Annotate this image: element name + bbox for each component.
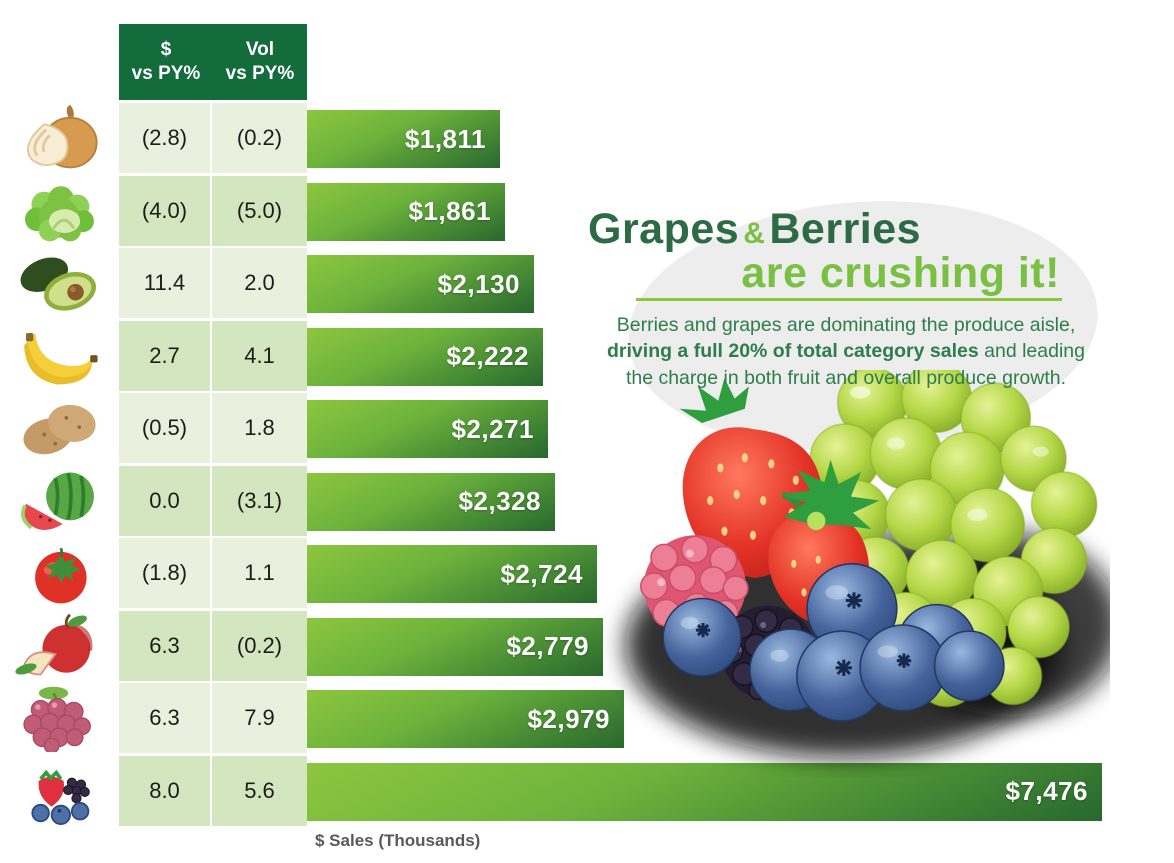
produce-icon-cell — [6, 176, 112, 246]
sales-bar: $2,979 — [307, 690, 624, 748]
tomato-icon — [10, 539, 108, 607]
dollar-vs-py-value: (1.8) — [119, 538, 210, 608]
dollar-vs-py-value: (2.8) — [119, 103, 210, 173]
produce-icon-cell — [6, 756, 112, 826]
produce-icon-cell — [6, 538, 112, 608]
avocado-icon — [10, 249, 108, 317]
sales-bar: $2,779 — [307, 617, 603, 676]
dollar-vs-py-value: (4.0) — [119, 175, 210, 246]
potato-icon — [10, 394, 108, 462]
banana-icon — [10, 322, 108, 390]
dollar-vs-py-value: 2.7 — [119, 320, 210, 391]
produce-icon-cell — [6, 611, 112, 681]
produce-icon-cell — [6, 321, 112, 391]
callout-body: Berries and grapes are dominating the pr… — [596, 312, 1096, 391]
headline-line2: are crushing it! — [741, 248, 1060, 297]
sales-bar: $2,222 — [307, 327, 543, 386]
vol-vs-py-value: 2.0 — [212, 248, 307, 318]
produce-icon-cell — [6, 393, 112, 463]
table-row: 8.0 5.6 $7,476 — [0, 755, 1174, 829]
table-row: 2.7 4.1 $2,222 — [0, 320, 1174, 394]
vol-vs-py-value: 5.6 — [212, 755, 307, 826]
ampersand: & — [743, 217, 766, 250]
header-line: $ — [160, 38, 172, 60]
sales-value-label: $2,979 — [527, 703, 610, 734]
vol-vs-py-value: 7.9 — [212, 683, 307, 753]
column-header-dollar-vs-py: $ vs PY% — [119, 38, 213, 87]
table-row: (2.8) (0.2) $1,811 — [0, 103, 1174, 176]
headline-underline — [636, 298, 1062, 301]
lettuce-icon — [10, 177, 108, 245]
headline-line1: Grapes &Berries — [588, 205, 922, 253]
dollar-vs-py-value: 6.3 — [119, 683, 210, 753]
sales-bar: $1,861 — [307, 182, 505, 241]
table-row: 6.3 7.9 $2,979 — [0, 683, 1174, 756]
sales-bar: $2,328 — [307, 472, 555, 531]
table-row: 11.4 2.0 $2,130 — [0, 248, 1174, 321]
blueberries — [662, 563, 1005, 722]
x-axis-label: $ Sales (Thousands) — [315, 831, 481, 850]
sales-bar: $1,811 — [307, 110, 500, 168]
onion-icon — [10, 104, 108, 172]
header-line: Vol — [245, 38, 275, 60]
vol-vs-py-value: 1.1 — [212, 538, 307, 608]
grapes-icon — [10, 684, 108, 752]
sales-value-label: $7,476 — [1005, 776, 1088, 806]
berries-icon — [10, 757, 108, 825]
vol-vs-py-value: (0.2) — [212, 103, 307, 173]
grapes-berries-photo — [625, 370, 1110, 758]
column-header-vol-vs-py: Vol vs PY% — [213, 38, 307, 87]
table-header: $ vs PY% Vol vs PY% — [119, 24, 307, 100]
sales-value-label: $2,724 — [500, 558, 583, 589]
header-line: vs PY% — [131, 63, 201, 84]
table-row: (0.5) 1.8 $2,271 — [0, 393, 1174, 466]
table-row: (1.8) 1.1 $2,724 — [0, 538, 1174, 611]
produce-icon-cell — [6, 683, 112, 753]
dollar-vs-py-value: 8.0 — [119, 755, 210, 826]
table-row: (4.0) (5.0) $1,861 — [0, 175, 1174, 249]
vol-vs-py-value: (0.2) — [212, 610, 307, 681]
sales-value-label: $2,130 — [437, 268, 520, 299]
sales-bar: $2,130 — [307, 255, 534, 313]
apple-icon — [10, 612, 108, 680]
dollar-vs-py-value: 0.0 — [119, 465, 210, 536]
table-row: 6.3 (0.2) $2,779 — [0, 610, 1174, 684]
vol-vs-py-value: 4.1 — [212, 320, 307, 391]
vol-vs-py-value: (5.0) — [212, 175, 307, 246]
sales-bar: $2,271 — [307, 400, 548, 458]
callout-headline: Grapes &Berries are crushing it! — [588, 205, 1088, 297]
sales-bar: $2,724 — [307, 545, 597, 603]
dollar-vs-py-value: 6.3 — [119, 610, 210, 681]
produce-icon-cell — [6, 466, 112, 536]
produce-icon-cell — [6, 248, 112, 318]
dollar-vs-py-value: 11.4 — [119, 248, 210, 318]
header-line: vs PY% — [225, 63, 295, 84]
sales-value-label: $1,811 — [404, 123, 486, 154]
sales-value-label: $2,779 — [506, 631, 589, 661]
table-row: 0.0 (3.1) $2,328 — [0, 465, 1174, 539]
table-body: (2.8) (0.2) $1,811 (4.0) (5.0) $1,861 11… — [0, 103, 1174, 828]
watermelon-icon — [10, 467, 108, 535]
body-text: Berries and grapes are dominating the pr… — [616, 314, 1076, 336]
sales-value-label: $2,222 — [446, 341, 529, 371]
body-text-bold: driving a full 20% of total category sal… — [607, 340, 979, 363]
sales-bar: $7,476 — [307, 762, 1102, 821]
sales-value-label: $1,861 — [408, 196, 491, 226]
sales-value-label: $2,271 — [451, 413, 534, 444]
produce-icon-cell — [6, 103, 112, 173]
body-text: and leading the charge in both fruit and… — [625, 340, 1085, 389]
vol-vs-py-value: 1.8 — [212, 393, 307, 463]
vol-vs-py-value: (3.1) — [212, 465, 307, 536]
sales-value-label: $2,328 — [458, 486, 541, 516]
dollar-vs-py-value: (0.5) — [119, 393, 210, 463]
